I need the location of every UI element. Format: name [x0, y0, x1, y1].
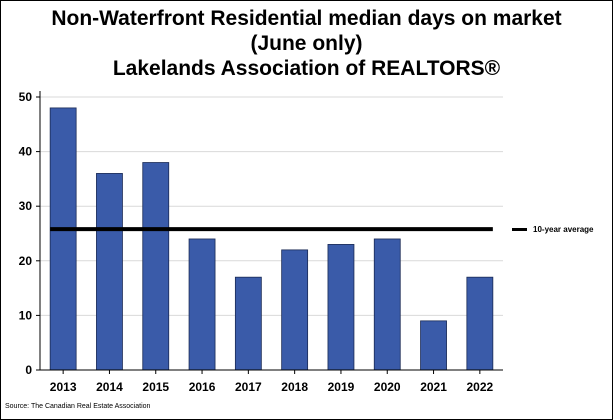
- source-note: Source: The Canadian Real Estate Associa…: [5, 403, 151, 410]
- bar-2021: [420, 320, 447, 371]
- x-tick-label: 2015: [142, 380, 169, 394]
- y-tick-label: 40: [19, 145, 33, 159]
- gridlines: [40, 96, 503, 316]
- chart-title-line-3: Lakelands Association of REALTORS®: [112, 57, 501, 80]
- bar-2016: [188, 238, 216, 371]
- bar-2020: [373, 238, 401, 371]
- x-tick-label: 2020: [374, 380, 401, 394]
- chart-title-line-2: (June only): [250, 32, 363, 55]
- bar-2019: [327, 244, 355, 371]
- y-tick-label: 50: [19, 90, 33, 104]
- chart-title: Non-Waterfront Residential median days o…: [0, 6, 613, 81]
- x-tick-label: 2021: [420, 380, 447, 394]
- x-tick-label: 2018: [281, 380, 308, 394]
- x-tick-label: 2014: [96, 380, 123, 394]
- y-tick-label: 30: [19, 199, 33, 213]
- x-tick-label: 2019: [328, 380, 355, 394]
- x-tick-label: 2016: [189, 380, 216, 394]
- x-tick-label: 2017: [235, 380, 262, 394]
- chart-title-line-1: Non-Waterfront Residential median days o…: [51, 7, 562, 30]
- bars: [49, 107, 494, 371]
- axes: 0 10 20 30 40 50 2013 2014 2015 2016 2017 2018 2019 2…: [19, 90, 503, 394]
- legend-label: 10-year average: [533, 225, 594, 234]
- x-tick-label: 2013: [50, 380, 77, 394]
- legend-swatch: [512, 228, 527, 231]
- bar-2014: [96, 173, 123, 371]
- bar-2018: [281, 249, 309, 371]
- bar-2013: [49, 107, 77, 371]
- bar-2022: [466, 276, 494, 371]
- bar-2015: [142, 162, 170, 371]
- legend: 10-year average: [512, 225, 594, 234]
- x-tick-label: 2022: [466, 380, 493, 394]
- y-tick-label: 0: [25, 363, 32, 377]
- bar-2017: [234, 276, 262, 371]
- y-tick-label: 10: [19, 308, 33, 322]
- y-tick-label: 20: [19, 254, 33, 268]
